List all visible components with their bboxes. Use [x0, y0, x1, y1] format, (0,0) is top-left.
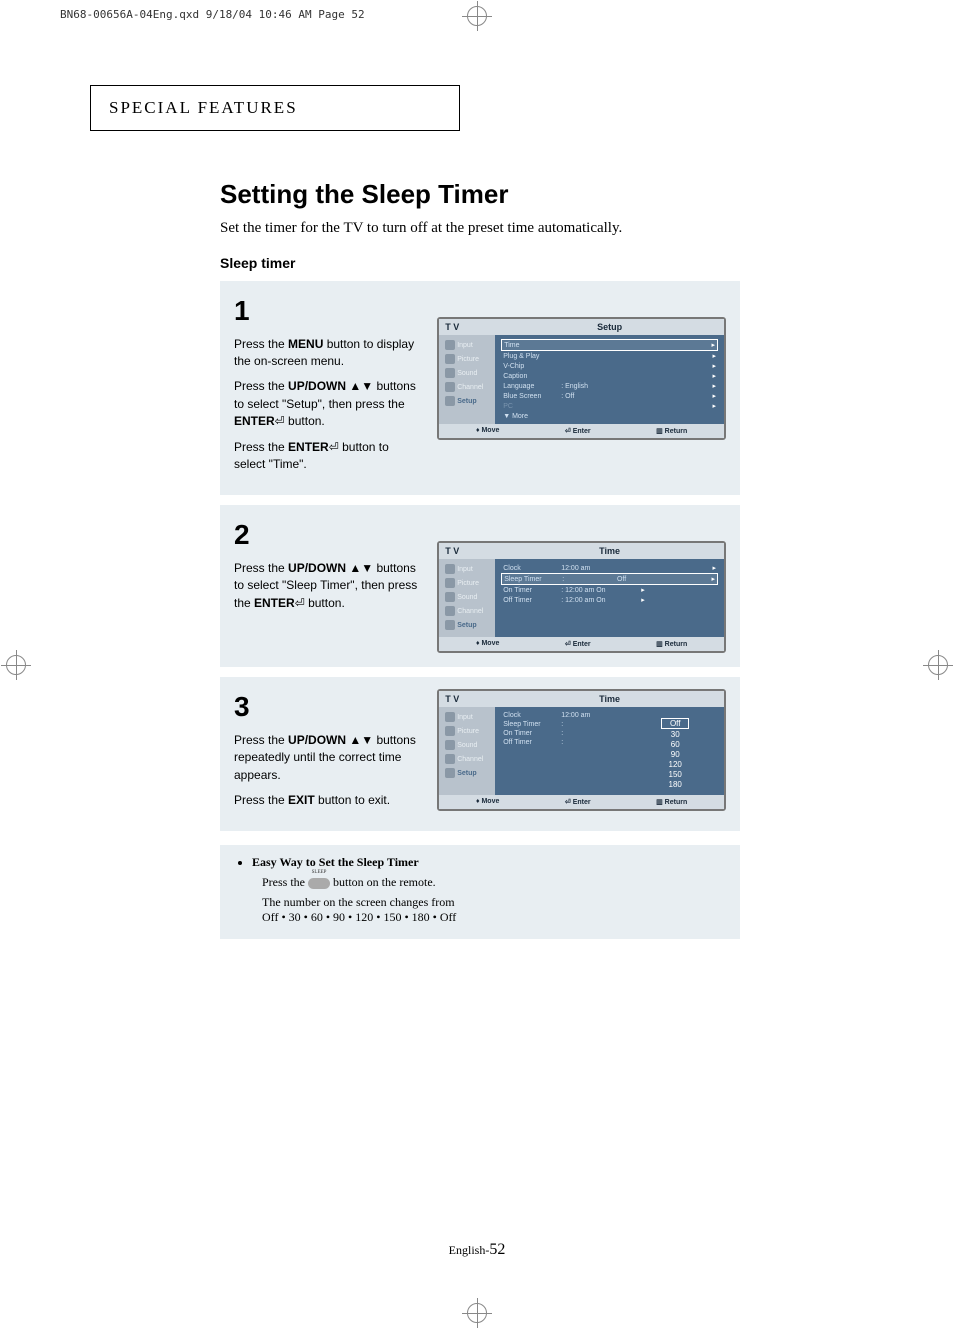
tv-main-panel: Clock12:00 am▸ Sleep Timer:Off▸ On Timer…: [495, 559, 724, 637]
sidebar-item-input: Input: [439, 338, 495, 352]
sidebar-item-channel: Channel: [439, 604, 495, 618]
menu-row-pc: PC▸: [501, 401, 718, 411]
sleep-option-60: 60: [661, 740, 689, 749]
tip-box: Easy Way to Set the Sleep Timer Press th…: [220, 845, 740, 939]
section-label: Sleep timer: [220, 255, 860, 271]
picture-icon: [445, 354, 455, 364]
sidebar-item-sound: Sound: [439, 590, 495, 604]
sleep-button-icon: [308, 878, 330, 889]
menu-row-sleep: Sleep Timer:Off▸: [501, 573, 718, 585]
step-3-number: 3: [234, 687, 423, 728]
tv-sidebar: Input Picture Sound Channel Setup: [439, 707, 495, 795]
step-3-p1: Press the UP/DOWN ▲▼ buttons repeatedly …: [234, 732, 423, 784]
menu-row-off-timer: Off Timer: 12:00 am On▸: [501, 595, 718, 605]
sidebar-item-channel: Channel: [439, 752, 495, 766]
page-title: Setting the Sleep Timer: [220, 179, 860, 210]
sound-icon: [445, 368, 455, 378]
page-footer: English-52: [449, 1241, 506, 1259]
input-icon: [445, 340, 455, 350]
step-2-p1: Press the UP/DOWN ▲▼ buttons to select "…: [234, 560, 423, 612]
tv-menu-title: Time: [501, 694, 718, 704]
registration-mark-right: [928, 655, 948, 675]
menu-row-clock: Clock12:00 am▸: [501, 563, 718, 573]
step-3-p2: Press the EXIT button to exit.: [234, 792, 423, 809]
step-1: 1 Press the MENU button to display the o…: [220, 281, 740, 495]
registration-mark-bottom: [467, 1303, 487, 1323]
print-header: BN68-00656A-04Eng.qxd 9/18/04 10:46 AM P…: [60, 8, 365, 21]
tv-footer: ♦ Move ⏎ Enter ▥ Return: [439, 637, 724, 651]
registration-mark-left: [6, 655, 26, 675]
sleep-option-180: 180: [661, 780, 689, 789]
tip-line-1: Press the button on the remote.: [252, 875, 726, 890]
sleep-options: Off 30 60 90 120 150 180: [661, 718, 689, 789]
tv-screenshot-2: T V Time Input Picture Sound Channel Set…: [437, 541, 726, 653]
tv-sidebar: Input Picture Sound Channel Setup: [439, 559, 495, 637]
tip-line-2: The number on the screen changes from: [252, 895, 726, 910]
tv-sidebar: Input Picture Sound Channel Setup: [439, 335, 495, 424]
tv-menu-title: Setup: [501, 322, 718, 332]
menu-row-time: Time▸: [501, 339, 718, 351]
foot-enter: ⏎ Enter: [565, 427, 591, 435]
tv-screenshot-3: T V Time Input Picture Sound Channel Set…: [437, 689, 726, 817]
chapter-heading: SPECIAL FEATURES: [90, 85, 460, 131]
sidebar-item-sound: Sound: [439, 366, 495, 380]
step-1-p2: Press the UP/DOWN ▲▼ buttons to select "…: [234, 378, 423, 430]
registration-mark-top: [467, 6, 487, 26]
tip-line-3: Off • 30 • 60 • 90 • 120 • 150 • 180 • O…: [252, 910, 726, 925]
tv-footer: ♦ Move ⏎ Enter ▥ Return: [439, 795, 724, 809]
sidebar-item-picture: Picture: [439, 576, 495, 590]
step-1-p3: Press the ENTER⏎ button to select "Time"…: [234, 439, 423, 474]
step-1-p1: Press the MENU button to display the on-…: [234, 336, 423, 371]
tv-label: T V: [445, 322, 501, 332]
sleep-option-off: Off: [661, 718, 689, 729]
step-2: 2 Press the UP/DOWN ▲▼ buttons to select…: [220, 505, 740, 667]
sleep-option-120: 120: [661, 760, 689, 769]
menu-row-language: Language: English▸: [501, 381, 718, 391]
tv-screenshot-1: T V Setup Input Picture Sound Channel Se…: [437, 317, 726, 481]
step-1-number: 1: [234, 291, 423, 332]
arrow-icon: ▸: [711, 341, 715, 349]
tv-label: T V: [445, 694, 501, 704]
foot-return: ▥ Return: [656, 427, 687, 435]
menu-row-plug: Plug & Play▸: [501, 351, 718, 361]
menu-row-blue: Blue Screen: Off▸: [501, 391, 718, 401]
sleep-option-150: 150: [661, 770, 689, 779]
tv-main-panel: Time▸ Plug & Play▸ V-Chip▸ Caption▸ Lang…: [495, 335, 724, 424]
sleep-option-30: 30: [661, 730, 689, 739]
menu-row-caption: Caption▸: [501, 371, 718, 381]
tv-label: T V: [445, 546, 501, 556]
tv-footer: ♦ Move ⏎ Enter ▥ Return: [439, 424, 724, 438]
tip-title: Easy Way to Set the Sleep Timer: [252, 855, 419, 869]
menu-row-on-timer: On Timer: 12:00 am On▸: [501, 585, 718, 595]
sleep-option-90: 90: [661, 750, 689, 759]
sidebar-item-channel: Channel: [439, 380, 495, 394]
sidebar-item-picture: Picture: [439, 724, 495, 738]
step-2-number: 2: [234, 515, 423, 556]
sidebar-item-input: Input: [439, 562, 495, 576]
tv-menu-title: Time: [501, 546, 718, 556]
page-subtitle: Set the timer for the TV to turn off at …: [220, 220, 860, 237]
channel-icon: [445, 382, 455, 392]
step-3: 3 Press the UP/DOWN ▲▼ buttons repeatedl…: [220, 677, 740, 831]
menu-row-vchip: V-Chip▸: [501, 361, 718, 371]
tv-main-panel: Clock12:00 am Sleep Timer: On Timer: Off…: [495, 707, 724, 795]
sidebar-item-input: Input: [439, 710, 495, 724]
sidebar-item-setup: Setup: [439, 618, 495, 632]
sidebar-item-setup: Setup: [439, 394, 495, 408]
menu-more: ▼ More: [501, 411, 718, 420]
sidebar-item-picture: Picture: [439, 352, 495, 366]
setup-icon: [445, 396, 455, 406]
sidebar-item-setup: Setup: [439, 766, 495, 780]
foot-move: ♦ Move: [476, 427, 499, 435]
sidebar-item-sound: Sound: [439, 738, 495, 752]
